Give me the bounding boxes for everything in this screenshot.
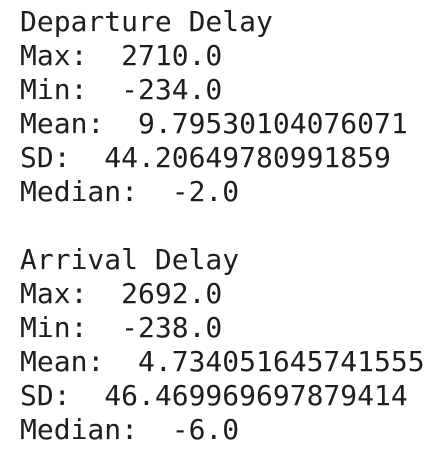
stat-value: -2.0: [171, 175, 240, 208]
stats-section: Arrival Delay Max: 2692.0 Min: -238.0 Mean: 4.…: [20, 243, 448, 447]
stat-value: -6.0: [171, 413, 240, 446]
stat-value: 2710.0: [121, 39, 223, 72]
stat-label: SD:: [20, 379, 71, 412]
stat-label: Min:: [20, 311, 88, 344]
stat-row: Max: 2692.0: [20, 277, 448, 311]
stat-label: Mean:: [20, 345, 105, 378]
stat-row: Min: -234.0: [20, 73, 448, 107]
stat-label: Max:: [20, 277, 88, 310]
stat-label: SD:: [20, 141, 71, 174]
stat-value: -238.0: [121, 311, 223, 344]
stat-row: Mean: 9.79530104076071: [20, 107, 448, 141]
stat-value: 4.734051645741555: [138, 345, 425, 378]
section-title: Arrival Delay: [20, 243, 240, 276]
section-title: Departure Delay: [20, 5, 273, 38]
stat-row: Median: -6.0: [20, 413, 448, 447]
stat-row: Median: -2.0: [20, 175, 448, 209]
stat-label: Median:: [20, 175, 139, 208]
stat-value: 9.79530104076071: [138, 107, 408, 140]
stat-value: -234.0: [121, 73, 223, 106]
stat-row: Mean: 4.734051645741555: [20, 345, 448, 379]
stat-label: Median:: [20, 413, 139, 446]
stat-row: Min: -238.0: [20, 311, 448, 345]
stat-value: 44.20649780991859: [104, 141, 391, 174]
stat-label: Max:: [20, 39, 88, 72]
stat-value: 46.469969697879414: [104, 379, 408, 412]
stats-section: Departure Delay Max: 2710.0 Min: -234.0 Mean:…: [20, 5, 448, 209]
stat-row: SD: 44.20649780991859: [20, 141, 448, 175]
stat-row: SD: 46.469969697879414: [20, 379, 448, 413]
stat-row: Max: 2710.0: [20, 39, 448, 73]
stat-label: Min:: [20, 73, 88, 106]
stat-label: Mean:: [20, 107, 105, 140]
stat-value: 2692.0: [121, 277, 223, 310]
